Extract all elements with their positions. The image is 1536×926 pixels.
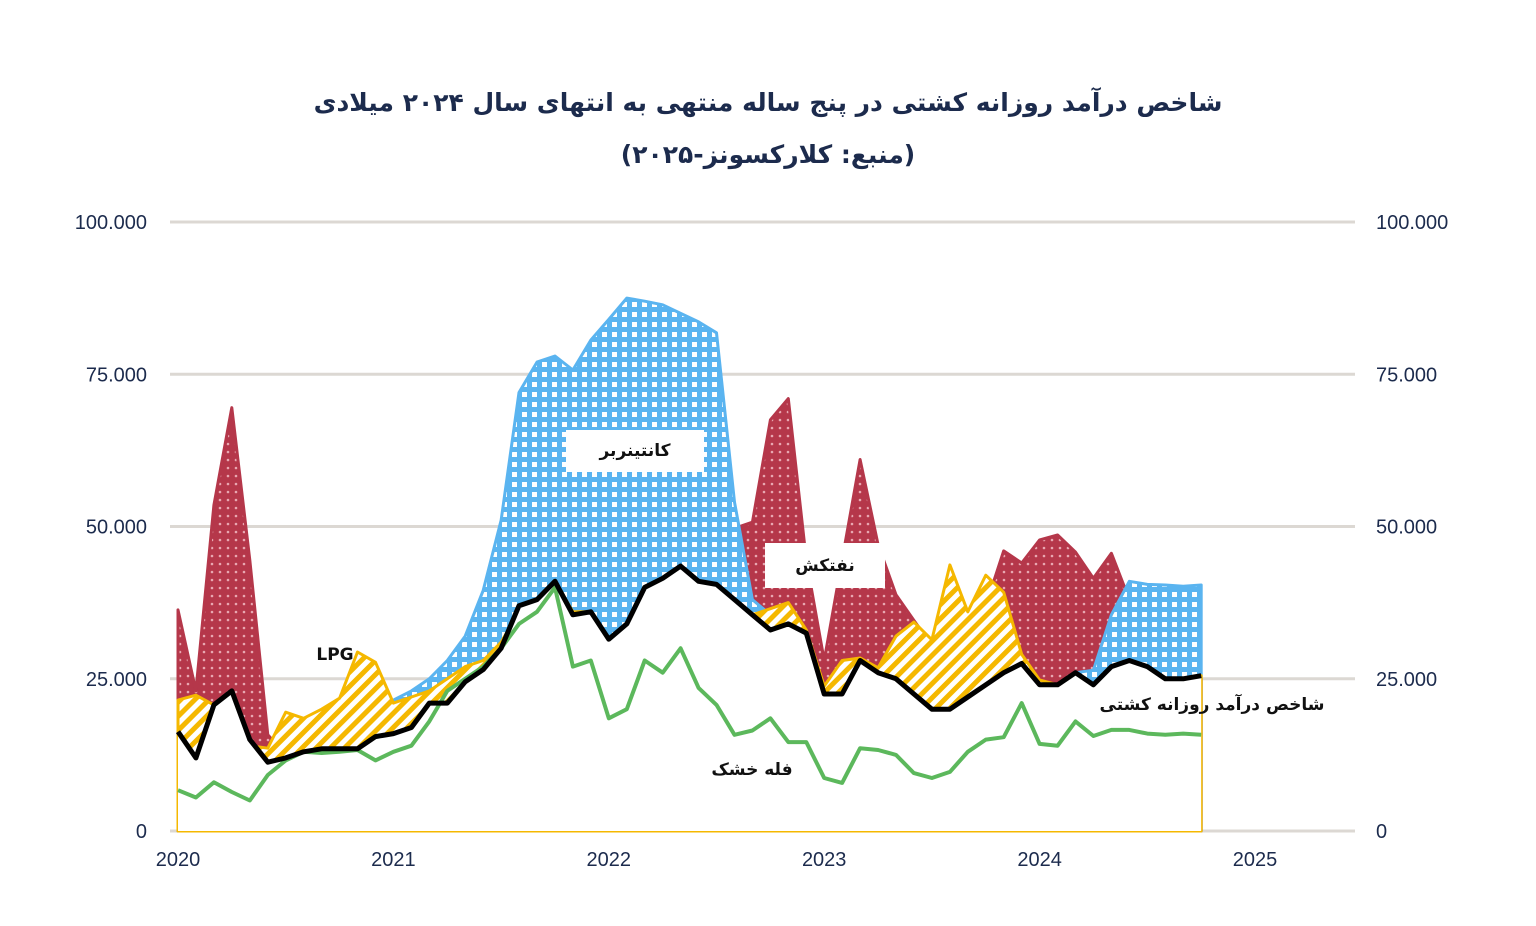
label-container: کانتینربر [598, 441, 670, 461]
index-underfill [178, 566, 1202, 831]
y-tick-label-left: 25.000 [86, 669, 147, 691]
x-tick-label: 2020 [156, 849, 201, 871]
x-tick-label: 2024 [1017, 849, 1062, 871]
y-tick-label-left: 100.000 [75, 212, 147, 234]
label-dry-bulk: فله خشک [711, 760, 792, 780]
label-index: شاخص درآمد روزانه کشتی [1100, 693, 1325, 715]
x-tick-label: 2021 [371, 849, 416, 871]
x-tick-label: 2023 [802, 849, 847, 871]
x-tick-label: 2025 [1233, 849, 1278, 871]
y-tick-label-left: 0 [136, 821, 147, 843]
y-tick-label-right: 50.000 [1376, 517, 1437, 539]
label-box-container [566, 430, 704, 472]
x-tick-label: 2022 [587, 849, 632, 871]
y-tick-label-right: 0 [1376, 821, 1387, 843]
y-tick-label-right: 100.000 [1376, 212, 1448, 234]
label-box-tanker [765, 543, 885, 588]
y-tick-label-left: 50.000 [86, 517, 147, 539]
line-series [175, 563, 1202, 765]
chart-title: شاخص درآمد روزانه کشتی در پنج ساله منتهی… [313, 88, 1223, 117]
y-tick-label-right: 25.000 [1376, 669, 1437, 691]
y-tick-label-right: 75.000 [1376, 364, 1437, 386]
chart-subtitle: (منبع: کلارکسونز-۲۰۲۵) [620, 140, 916, 169]
label-tanker: نفتکش [795, 556, 854, 576]
label-lpg: LPG [316, 645, 353, 665]
y-tick-label-left: 75.000 [86, 364, 147, 386]
